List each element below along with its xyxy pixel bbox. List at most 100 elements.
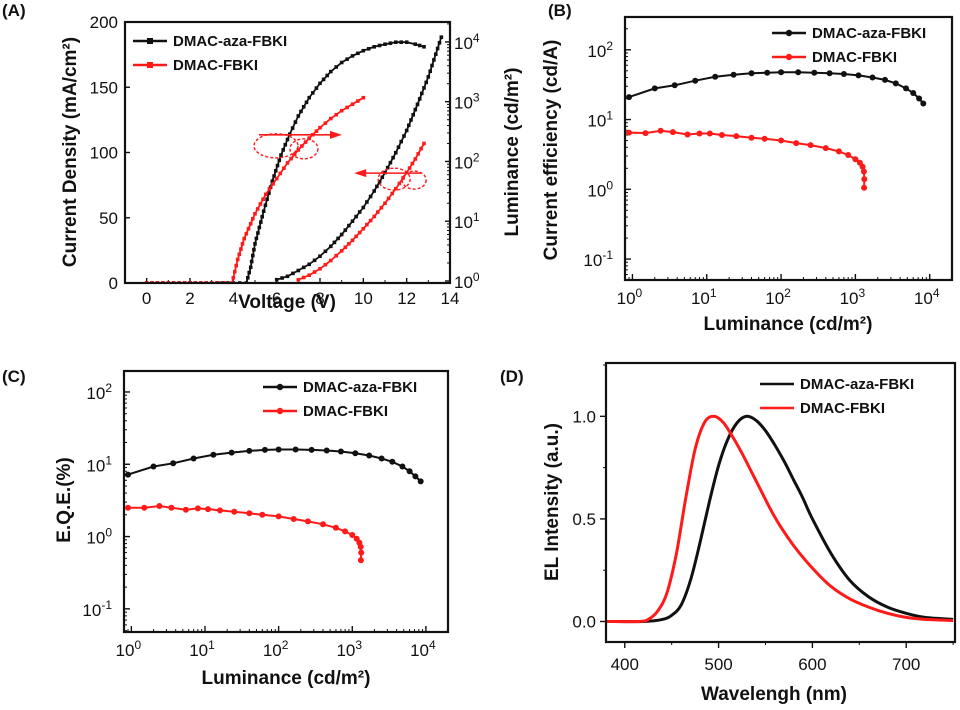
- series-current-density-0-marker: [372, 45, 376, 49]
- series-current-density-0-marker: [247, 270, 251, 275]
- series-current-density-0-marker: [279, 153, 283, 157]
- series-dmac-aza-fbki-line: [628, 71, 925, 105]
- series-current-density-1-marker: [267, 187, 272, 191]
- series-dmac-aza-fbki-marker: [778, 69, 785, 76]
- series-dmac-fbki-marker: [156, 503, 163, 509]
- series-luminance-2-marker: [430, 63, 434, 68]
- panel-a-y-axis-title: Current Density (mA/cm²): [60, 37, 81, 267]
- series-dmac-fbki-marker: [125, 504, 131, 511]
- series-dmac-aza-fbki-marker: [399, 463, 406, 470]
- legend-swatch-marker: [276, 383, 284, 391]
- x-tick-label: 103: [840, 286, 866, 308]
- series-current-density-0-marker: [314, 86, 319, 90]
- series-luminance-2-marker: [368, 194, 373, 199]
- series-current-density-0-marker: [301, 105, 306, 109]
- series-current-density-1-marker: [274, 176, 279, 181]
- series-dmac-fbki-marker: [748, 134, 755, 141]
- y2-tick-label: 103: [454, 91, 480, 113]
- series-current-density-0-marker: [334, 65, 338, 69]
- series-dmac-fbki-marker: [861, 184, 868, 191]
- series-luminance-2-marker: [296, 268, 301, 273]
- series-current-density-1-line: [146, 96, 364, 283]
- series-current-density-0-marker: [246, 276, 250, 280]
- series-dmac-fbki-marker: [290, 516, 297, 522]
- series-dmac-fbki-spectrum: [606, 414, 954, 624]
- series-luminance-3-marker: [312, 270, 317, 274]
- series-dmac-fbki-marker: [778, 137, 785, 144]
- panel-a-y2-axis-title: Luminance (cd/m²): [502, 68, 523, 237]
- series-current-density-1-marker: [345, 105, 349, 110]
- series-luminance-3-marker: [361, 226, 366, 231]
- panel-label-c: (C): [2, 367, 26, 386]
- x-tick-label: 2: [185, 289, 194, 308]
- series-current-density-1-marker: [296, 148, 301, 152]
- legend-entry: DMAC-FBKI: [133, 57, 258, 74]
- series-current-density-0-marker: [283, 142, 288, 147]
- series-luminance-2-marker: [424, 80, 428, 85]
- series-luminance-2-marker: [415, 102, 420, 107]
- series-dmac-fbki-marker: [231, 508, 238, 515]
- series-dmac-fbki-marker: [304, 518, 311, 525]
- series-luminance-2-marker: [399, 139, 403, 144]
- panel-b-current-efficiency: (B) 100 101 102 103 10410-1100101102DMAC-aza…: [541, 1, 954, 335]
- series-dmac-fbki-marker: [217, 507, 223, 514]
- series-current-density-1-marker: [282, 166, 286, 170]
- series-luminance-3-marker: [339, 249, 344, 253]
- series-luminance-2-marker: [435, 46, 440, 51]
- series-luminance-2-marker: [402, 134, 406, 138]
- series-current-density-1-marker: [300, 144, 304, 148]
- plot-frame: [122, 369, 450, 634]
- plot-frame: [123, 20, 452, 285]
- series-luminance-2-marker: [361, 205, 366, 210]
- series-luminance-2-marker: [280, 276, 284, 280]
- legend-entry: DMAC-aza-FBKI: [263, 379, 417, 396]
- series-current-density-1-marker: [251, 217, 255, 221]
- series-dmac-aza-fbki-marker: [712, 73, 719, 80]
- series-dmac-fbki-marker: [349, 532, 356, 538]
- panel-b-x-axis-title: Luminance (cd/m²): [704, 314, 873, 335]
- y2-tick-label: 104: [454, 31, 480, 53]
- series-current-density-1-marker: [339, 108, 344, 113]
- legend-label: DMAC-aza-FBKI: [812, 25, 926, 42]
- series-luminance-2-marker: [404, 128, 409, 133]
- series-luminance-3-marker: [383, 201, 387, 205]
- panel-a-plot-area: 0 2 4 6 8 10 12 14 0 50 100 150 200 100 101 102 103 104 DM…: [90, 13, 480, 308]
- series-current-density-0-marker: [293, 120, 298, 124]
- series-current-density-1-marker: [350, 102, 355, 106]
- series-luminance-2-marker: [312, 258, 317, 263]
- series-current-density-0-marker: [272, 174, 276, 178]
- y-tick-label: 150: [90, 78, 118, 97]
- series-luminance-2-marker: [385, 165, 390, 170]
- series-current-density-0-marker: [417, 43, 422, 48]
- series-current-density-0-marker: [366, 47, 371, 51]
- series-luminance-2-marker: [409, 118, 413, 122]
- series-dmac-aza-fbki-marker: [417, 478, 424, 485]
- series-current-density-0-marker: [345, 57, 349, 61]
- series-dmac-aza-fbki-marker: [811, 69, 818, 76]
- series-dmac-fbki-marker: [793, 140, 800, 147]
- series-current-density-1-marker: [334, 112, 338, 117]
- y2-tick-label: 102: [454, 150, 480, 172]
- legend-entry: DMAC-FBKI: [760, 400, 885, 417]
- series-dmac-aza-fbki-marker: [748, 70, 755, 77]
- series-dmac-aza-fbki-marker: [882, 76, 888, 83]
- series-dmac-fbki-marker: [852, 156, 859, 163]
- series-luminance-3-marker: [323, 262, 328, 267]
- series-luminance-2-marker: [307, 262, 311, 267]
- series-current-density-0-marker: [248, 265, 253, 270]
- x-tick-label: 700: [892, 655, 920, 674]
- plot-frame: [604, 361, 957, 644]
- series-luminance-2-marker: [417, 97, 422, 101]
- y-tick-label: 0.0: [572, 612, 596, 631]
- series-luminance-2-marker: [339, 232, 344, 237]
- y-tick-label: 100: [90, 144, 118, 163]
- series-current-density-1-marker: [329, 116, 333, 121]
- panel-d-el-spectrum: (D) 400 500 600 700 0.0 0.5 1.0 DMAC-aza-FBKI DM…: [500, 361, 957, 705]
- series-dmac-aza-fbki-marker: [651, 85, 658, 92]
- panel-d-plot-area: 400 500 600 700 0.0 0.5 1.0 DMAC-aza-FBKI DMAC-F…: [572, 361, 957, 674]
- legend-label: DMAC-aza-FBKI: [173, 33, 287, 50]
- series-current-density-0-marker: [304, 100, 309, 105]
